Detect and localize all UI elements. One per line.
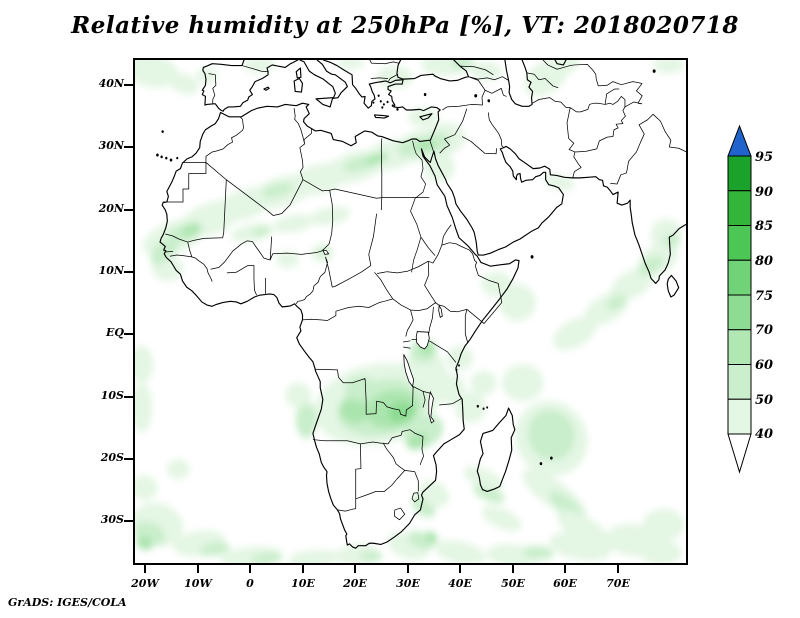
sri-lanka-coastline bbox=[667, 275, 678, 297]
lake-turkana bbox=[439, 306, 443, 318]
cyprus-coastline bbox=[420, 114, 432, 120]
crete-coastline bbox=[374, 115, 388, 118]
nile-river bbox=[411, 141, 436, 272]
lake-chad bbox=[323, 250, 329, 254]
colorbar-label: 60 bbox=[755, 358, 773, 373]
lake-tanganyika bbox=[404, 354, 414, 386]
colorbar-segment bbox=[727, 398, 752, 435]
lon-tick-20e bbox=[354, 565, 356, 573]
lat-tick-20n bbox=[124, 209, 133, 211]
lat-tick-10s bbox=[124, 396, 133, 398]
colorbar-segment bbox=[727, 155, 752, 192]
lat-label: 40N bbox=[98, 77, 124, 90]
lake-malawi bbox=[429, 392, 434, 423]
colorbar: 95 90 85 80 75 70 60 50 40 bbox=[727, 124, 773, 474]
colorbar-segment bbox=[727, 329, 752, 365]
lon-label: 20E bbox=[343, 577, 367, 590]
lat-tick-30n bbox=[124, 146, 133, 148]
lake-victoria bbox=[416, 332, 429, 349]
lon-tick-10e bbox=[302, 565, 304, 573]
lon-tick-0 bbox=[249, 565, 251, 573]
lon-label: 60E bbox=[553, 577, 577, 590]
lon-label: 0 bbox=[246, 577, 254, 590]
small-islands bbox=[156, 69, 656, 466]
colorbar-label: 50 bbox=[755, 393, 773, 408]
map-plot-area bbox=[133, 58, 688, 565]
caspian-coastline bbox=[505, 60, 533, 106]
africa-eurasia-coastline bbox=[160, 60, 686, 548]
colorbar-label: 40 bbox=[755, 427, 773, 442]
africa-humidity-map bbox=[135, 60, 686, 563]
colorbar-segment bbox=[727, 364, 752, 400]
colorbar-label: 80 bbox=[755, 254, 773, 269]
lat-tick-40n bbox=[124, 84, 133, 86]
lon-tick-40e bbox=[459, 565, 461, 573]
colorbar-below-min-arrow bbox=[727, 433, 752, 474]
lat-label: 10S bbox=[100, 389, 124, 402]
page-title: Relative humidity at 250hPa [%], VT: 201… bbox=[71, 12, 739, 39]
lon-tick-10w bbox=[197, 565, 199, 573]
lon-tick-50e bbox=[512, 565, 514, 573]
colorbar-segment bbox=[727, 190, 752, 226]
balkans-greece-coastline bbox=[323, 60, 403, 108]
lat-label: 30N bbox=[98, 139, 124, 152]
sardinia-coastline bbox=[294, 79, 302, 93]
lat-tick-eq bbox=[124, 333, 133, 335]
lon-tick-70e bbox=[617, 565, 619, 573]
coastlines bbox=[156, 60, 686, 548]
grads-credit: GrADS: IGES/COLA bbox=[8, 596, 127, 609]
lon-label: 50E bbox=[501, 577, 525, 590]
madagascar-coastline bbox=[477, 408, 515, 491]
lon-tick-60e bbox=[564, 565, 566, 573]
lon-label: 20W bbox=[131, 577, 159, 590]
colorbar-label: 70 bbox=[755, 323, 773, 338]
aral-coastline bbox=[555, 60, 566, 65]
lon-label: 40E bbox=[448, 577, 472, 590]
colorbar-label: 75 bbox=[755, 289, 773, 304]
lat-label: 30S bbox=[100, 513, 124, 526]
lon-tick-20w bbox=[144, 565, 146, 573]
colorbar-label: 95 bbox=[755, 150, 773, 165]
colorbar-segment bbox=[727, 225, 752, 261]
sicily-coastline bbox=[316, 98, 333, 107]
mallorca-coastline bbox=[264, 87, 269, 90]
lon-tick-30e bbox=[407, 565, 409, 573]
corsica-coastline bbox=[296, 68, 301, 78]
lon-label: 30E bbox=[396, 577, 420, 590]
iberia-coastline bbox=[202, 60, 297, 111]
lon-label: 10E bbox=[291, 577, 315, 590]
lat-label: 20N bbox=[98, 202, 124, 215]
lat-tick-20s bbox=[124, 458, 133, 460]
italy-coastline bbox=[300, 60, 347, 98]
colorbar-segment bbox=[727, 259, 752, 296]
lakes bbox=[323, 250, 442, 423]
colorbar-label: 90 bbox=[755, 185, 773, 200]
lat-label: EQ bbox=[106, 326, 124, 339]
lat-tick-30s bbox=[124, 520, 133, 522]
country-borders bbox=[163, 60, 686, 520]
humidity-shading bbox=[135, 60, 685, 563]
lat-label: 20S bbox=[100, 451, 124, 464]
lat-label: 10N bbox=[98, 264, 124, 277]
colorbar-label: 85 bbox=[755, 219, 773, 234]
lat-tick-10n bbox=[124, 271, 133, 273]
lon-label: 70E bbox=[606, 577, 630, 590]
colorbar-segment bbox=[727, 294, 752, 331]
lon-label: 10W bbox=[184, 577, 212, 590]
colorbar-above-max-arrow bbox=[727, 124, 752, 157]
